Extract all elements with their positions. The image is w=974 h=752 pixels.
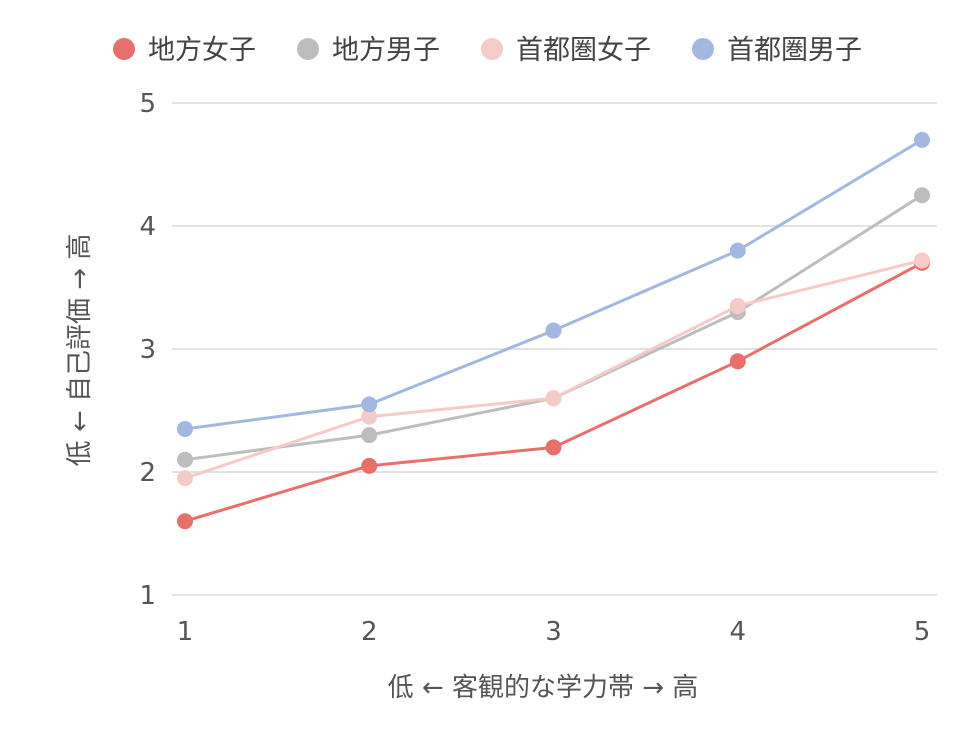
y-tick-label: 5 xyxy=(139,89,156,119)
data-point xyxy=(729,297,746,314)
data-point xyxy=(545,390,562,407)
data-point xyxy=(914,131,930,148)
series-4 xyxy=(177,131,930,437)
legend-marker xyxy=(481,38,503,60)
x-tick-label: 5 xyxy=(914,617,931,647)
series-line xyxy=(184,138,923,431)
x-tick-label: 1 xyxy=(177,617,194,647)
series-3 xyxy=(177,252,930,487)
gridlines xyxy=(172,102,937,596)
series-group xyxy=(177,131,930,530)
legend-label: 首都圏男子 xyxy=(727,35,862,66)
legend-label: 首都圏女子 xyxy=(516,35,651,66)
legend: 地方女子 地方男子 首都圏女子 首都圏男子 xyxy=(113,35,862,66)
x-tick-label: 3 xyxy=(545,617,562,647)
data-point xyxy=(545,439,562,456)
legend-marker xyxy=(113,38,135,60)
y-tick-label: 3 xyxy=(139,335,156,365)
data-point xyxy=(361,396,378,413)
legend-item: 地方男子 xyxy=(297,35,440,66)
data-point xyxy=(177,420,193,437)
data-point xyxy=(545,322,562,339)
y-axis-title: 低 ← 自己評価 → 高 xyxy=(65,234,95,467)
data-point xyxy=(177,470,193,487)
data-point xyxy=(729,242,746,259)
data-point xyxy=(177,451,193,468)
legend-item: 首都圏男子 xyxy=(692,35,862,66)
x-axis-title: 低 ← 客観的な学力帯 → 高 xyxy=(388,673,699,703)
y-tick-label: 1 xyxy=(139,581,156,611)
legend-label: 地方男子 xyxy=(332,35,440,66)
legend-marker xyxy=(297,38,319,60)
legend-marker xyxy=(692,38,714,60)
legend-item: 地方女子 xyxy=(113,35,256,66)
legend-item: 首都圏女子 xyxy=(481,35,651,66)
data-point xyxy=(361,408,378,425)
data-point xyxy=(914,252,930,269)
data-point xyxy=(177,513,193,530)
data-point xyxy=(729,353,746,370)
data-point xyxy=(361,457,378,474)
legend-label: 地方女子 xyxy=(148,35,256,66)
y-axis: 1 2 3 4 5 xyxy=(139,89,156,611)
x-tick-label: 2 xyxy=(361,617,378,647)
y-tick-label: 4 xyxy=(139,212,156,242)
data-point xyxy=(914,187,930,204)
x-tick-label: 4 xyxy=(729,617,746,647)
data-point xyxy=(361,427,378,444)
y-tick-label: 2 xyxy=(139,458,156,488)
x-axis: 1 2 3 4 5 xyxy=(177,617,931,647)
